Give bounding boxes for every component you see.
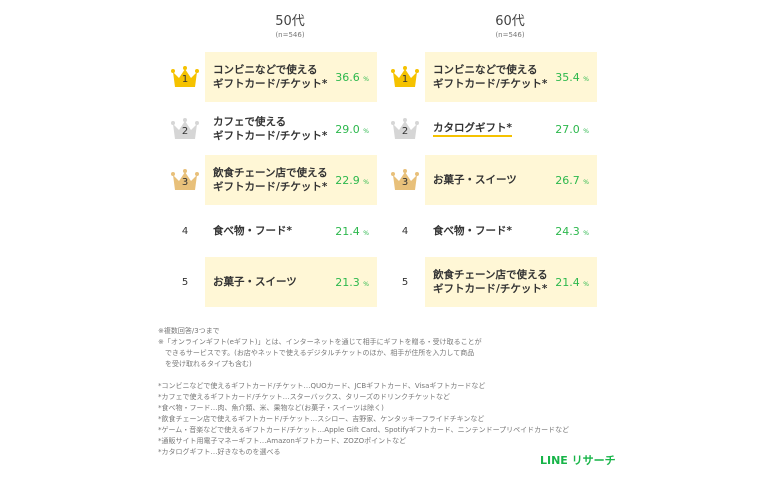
ranking-item: カフェで使える ギフトカード/チケット* 29.0 % <box>205 104 377 154</box>
rank-2: 2 <box>170 104 200 154</box>
item-percent: 27.0 % <box>555 122 589 136</box>
item-label: 飲食チェーン店で使える ギフトカード/チケット* <box>433 269 548 295</box>
footnote-line: ※複数回答/3つまで <box>158 327 220 335</box>
rank-3: 3 <box>170 155 200 205</box>
footnote-line: *コンビニなどで使えるギフトカード/チケット…QUOカード、JCBギフトカード、… <box>158 382 486 390</box>
footnote-line: *カフェで使えるギフトカード/チケット…スターバックス、タリーズのドリンクチケッ… <box>158 393 451 401</box>
footnote-line: ※「オンラインギフト(eギフト)」とは、インターネットを通じて相手にギフトを贈る… <box>158 338 482 346</box>
item-label: カタログギフト* <box>433 122 512 137</box>
ranking-item: 飲食チェーン店で使える ギフトカード/チケット* 21.4 % <box>425 257 597 307</box>
sample-size: (n=546) <box>495 31 525 39</box>
item-label: 食べ物・フード* <box>213 225 292 237</box>
footnote-line: を受け取れるタイプも含む) <box>158 360 252 368</box>
item-percent: 21.4 % <box>555 275 589 289</box>
footnote-line: *通販サイト用電子マネーギフト…Amazonギフトカード、ZOZOポイントなど <box>158 437 407 445</box>
ranking-item: コンビニなどで使える ギフトカード/チケット* 36.6 % <box>205 52 377 102</box>
ranking-item: カタログギフト* 27.0 % <box>425 104 597 154</box>
ranking-item: お菓子・スイーツ 26.7 % <box>425 155 597 205</box>
rank-number: 5 <box>401 276 409 288</box>
column-title: 50代 <box>275 14 305 29</box>
footnote-line: *飲食チェーン店で使えるギフトカード/チケット…スシロー、吉野家、ケンタッキーフ… <box>158 415 485 423</box>
rank-3: 3 <box>390 155 420 205</box>
item-percent: 35.4 % <box>555 70 589 84</box>
item-label: お菓子・スイーツ <box>213 276 297 288</box>
crown-icon: 2 <box>390 117 420 141</box>
footnote-line <box>158 370 569 381</box>
column-header: 50代 (n=546) <box>205 10 375 39</box>
crown-icon: 3 <box>390 168 420 192</box>
item-percent: 21.4 % <box>335 224 369 238</box>
item-percent: 36.6 % <box>335 70 369 84</box>
ranking-item: お菓子・スイーツ 21.3 % <box>205 257 377 307</box>
footnote-line: *カタログギフト…好きなものを選べる <box>158 448 281 456</box>
crown-icon: 1 <box>170 65 200 89</box>
footnote-line: できるサービスです。(お店やネットで使えるデジタルチケットのほか、相手が住所を入… <box>158 349 475 357</box>
item-percent: 29.0 % <box>335 122 369 136</box>
rank-4: 4 <box>170 206 200 256</box>
item-label: 飲食チェーン店で使える ギフトカード/チケット* <box>213 167 328 193</box>
ranking-item: 食べ物・フード* 24.3 % <box>425 206 597 256</box>
item-label: お菓子・スイーツ <box>433 174 517 186</box>
item-percent: 22.9 % <box>335 173 369 187</box>
rank-number: 5 <box>181 276 189 288</box>
rank-5: 5 <box>390 257 420 307</box>
item-percent: 24.3 % <box>555 224 589 238</box>
line-research-logo: LINE リサーチ <box>540 454 616 467</box>
item-percent: 21.3 % <box>335 275 369 289</box>
sample-size: (n=546) <box>275 31 305 39</box>
rank-number: 4 <box>401 225 409 237</box>
item-percent: 26.7 % <box>555 173 589 187</box>
item-label: 食べ物・フード* <box>433 225 512 237</box>
rank-5: 5 <box>170 257 200 307</box>
crown-icon: 3 <box>170 168 200 192</box>
rank-4: 4 <box>390 206 420 256</box>
rank-1: 1 <box>170 52 200 102</box>
footnotes: ※複数回答/3つまで ※「オンラインギフト(eギフト)」とは、インターネットを通じ… <box>158 326 569 458</box>
rank-1: 1 <box>390 52 420 102</box>
item-label: コンビニなどで使える ギフトカード/チケット* <box>433 64 548 90</box>
column-header: 60代 (n=546) <box>425 10 595 39</box>
crown-icon: 2 <box>170 117 200 141</box>
rank-number: 4 <box>181 225 189 237</box>
ranking-item: コンビニなどで使える ギフトカード/チケット* 35.4 % <box>425 52 597 102</box>
footnote-line: *ゲーム・音楽などで使えるギフトカード/チケット…Apple Gift Card… <box>158 426 570 434</box>
ranking-item: 食べ物・フード* 21.4 % <box>205 206 377 256</box>
rank-2: 2 <box>390 104 420 154</box>
crown-icon: 1 <box>390 65 420 89</box>
item-label: コンビニなどで使える ギフトカード/チケット* <box>213 64 328 90</box>
ranking-item: 飲食チェーン店で使える ギフトカード/チケット* 22.9 % <box>205 155 377 205</box>
footnote-line: *食べ物・フード…肉、魚介類、米、果物など(お菓子・スイーツは除く) <box>158 404 384 412</box>
column-title: 60代 <box>495 14 525 29</box>
item-label: カフェで使える ギフトカード/チケット* <box>213 116 328 142</box>
